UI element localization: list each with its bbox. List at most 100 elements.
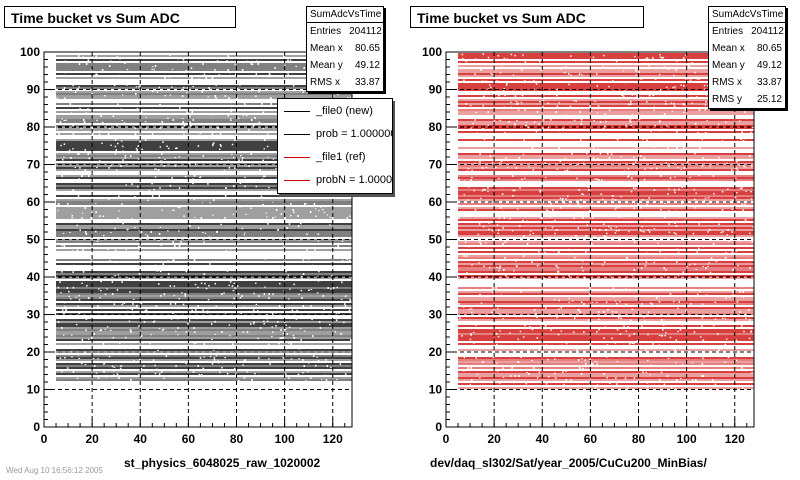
data-gap — [325, 381, 328, 384]
data-gap — [589, 344, 592, 347]
data-gap — [665, 236, 667, 239]
data-gap — [65, 383, 67, 386]
data-gap — [478, 213, 480, 216]
data-gap — [597, 311, 600, 313]
data-gap — [298, 358, 300, 360]
data-gap — [301, 278, 303, 280]
data-gap — [753, 209, 756, 211]
data-gap — [497, 59, 499, 62]
data-gap — [596, 85, 599, 87]
data-gap — [191, 111, 194, 113]
data-gap — [85, 112, 87, 114]
timestamp: Wed Aug 10 16:56:12 2005 — [6, 466, 103, 475]
data-gap — [196, 317, 198, 320]
data-gap — [228, 284, 231, 287]
data-gap — [200, 217, 203, 219]
data-gap — [476, 67, 478, 69]
data-gap — [97, 358, 99, 360]
data-gap — [162, 328, 165, 330]
data-gap — [69, 269, 72, 271]
data-gap — [140, 367, 143, 370]
data-gap — [512, 249, 514, 251]
data-gap — [323, 211, 326, 214]
data-gap — [509, 355, 512, 358]
data-gap — [704, 88, 706, 90]
data-gap — [566, 278, 569, 280]
data-gap — [229, 118, 232, 120]
y-tick-label: 50 — [27, 233, 41, 247]
data-gap — [474, 58, 477, 60]
data-gap — [69, 103, 72, 105]
data-gap — [153, 68, 155, 70]
data-gap — [244, 185, 246, 188]
data-gap — [491, 230, 494, 232]
data-gap — [470, 249, 472, 251]
data-gap — [341, 238, 343, 241]
data-gap — [558, 308, 560, 311]
data-gap — [280, 213, 283, 216]
data-gap — [348, 259, 351, 262]
data-gap — [496, 343, 498, 346]
data-gap — [177, 230, 180, 232]
data-gap — [265, 212, 268, 214]
data-gap — [604, 125, 606, 128]
data-gap — [589, 384, 591, 386]
data-gap — [343, 347, 346, 349]
data-gap — [133, 252, 135, 254]
data-gap — [518, 149, 521, 152]
data-gap — [540, 198, 542, 201]
data-gap — [694, 123, 697, 125]
data-gap — [606, 344, 609, 346]
data-gap — [88, 157, 90, 160]
data-gap — [725, 213, 727, 215]
data-gap — [600, 389, 602, 391]
data-gap — [521, 178, 523, 180]
data-gap — [528, 128, 530, 131]
data-gap — [237, 88, 239, 90]
data-gap — [721, 190, 724, 193]
data-gap — [107, 133, 110, 136]
data-gap — [490, 72, 492, 75]
data-gap — [300, 289, 303, 292]
data-gap — [205, 112, 208, 115]
data-gap — [153, 70, 155, 72]
data-gap — [271, 335, 273, 338]
data-gap — [746, 134, 749, 136]
data-gap — [69, 161, 71, 163]
data-gap — [511, 367, 513, 369]
data-gap — [140, 335, 143, 338]
data-gap — [250, 53, 252, 56]
data-gap — [683, 104, 686, 106]
data-gap — [105, 376, 107, 378]
data-gap — [607, 279, 609, 281]
data-gap — [93, 333, 95, 335]
data-gap — [619, 300, 621, 303]
data-gap — [673, 102, 675, 105]
data-gap — [458, 179, 461, 181]
x-tick-label: 40 — [134, 432, 148, 446]
data-gap — [560, 68, 563, 70]
data-gap — [236, 285, 239, 287]
data-gap — [632, 321, 634, 324]
data-gap — [233, 367, 236, 370]
data-gap — [650, 364, 652, 366]
data-gap — [314, 208, 317, 210]
data-gap — [159, 160, 162, 162]
data-gap — [595, 273, 598, 275]
data-gap — [474, 73, 476, 75]
data-gap — [231, 143, 234, 146]
data-gap — [650, 167, 653, 170]
data-gap — [461, 237, 464, 240]
data-gap — [717, 333, 719, 336]
data-gap — [167, 230, 169, 232]
data-gap — [658, 73, 661, 76]
data-gap — [658, 334, 661, 336]
data-gap — [547, 282, 549, 285]
data-gap — [497, 307, 499, 310]
data-gap — [215, 84, 217, 86]
data-gap — [346, 216, 349, 219]
data-gap — [134, 226, 136, 229]
data-gap — [176, 334, 179, 336]
data-gap — [487, 220, 490, 223]
